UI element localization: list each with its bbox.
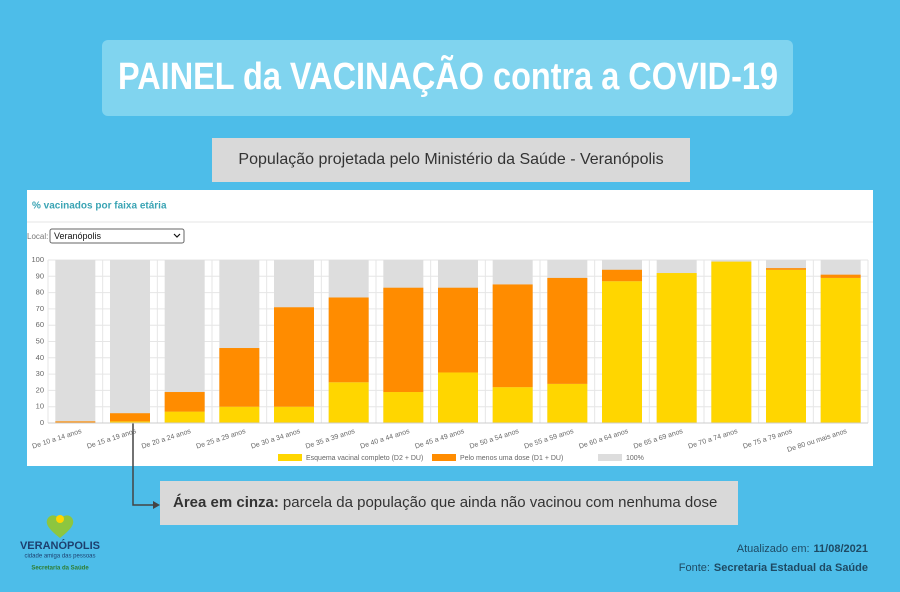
y-tick-label: 10 <box>36 402 44 411</box>
legend-label: Esquema vacinal completo (D2 + DU) <box>306 455 423 462</box>
legend-label: Pelo menos uma dose (D1 + DU) <box>460 455 563 462</box>
logo-tagline: cidade amiga das pessoas <box>24 554 95 560</box>
annotation-text: parcela da população que ainda não vacin… <box>283 494 718 511</box>
subtitle-box <box>212 138 690 182</box>
annotation-label: Área em cinza: <box>173 494 279 511</box>
bar <box>547 277 588 384</box>
bar <box>164 392 205 412</box>
bar <box>328 382 369 423</box>
filter-select[interactable]: Veranópolis <box>49 228 185 244</box>
select-value: Veranópolis <box>54 231 102 241</box>
y-tick-label: 60 <box>36 320 44 329</box>
bar-background <box>110 260 150 423</box>
bar <box>492 284 533 388</box>
bar <box>766 268 806 270</box>
y-tick-label: 100 <box>31 255 44 264</box>
bar <box>383 392 424 423</box>
bar <box>110 413 150 422</box>
select-box[interactable] <box>49 228 185 244</box>
logo-heart <box>46 515 74 538</box>
y-tick-label: 40 <box>36 353 44 362</box>
y-tick-label: 30 <box>36 369 44 378</box>
bar <box>820 274 861 278</box>
legend-label: 100% <box>626 455 644 462</box>
bar <box>656 273 697 423</box>
y-tick-label: 0 <box>40 418 44 427</box>
bar <box>219 348 260 407</box>
legend-swatch <box>598 454 622 461</box>
panel-title: % vacinados por faixa etária <box>32 201 167 212</box>
bar <box>274 406 314 423</box>
logo: VERANÓPOLIS cidade amiga das pessoas Sec… <box>20 515 100 572</box>
legend-swatch <box>278 454 302 461</box>
bar <box>820 277 861 423</box>
title-box <box>102 40 793 116</box>
select-chevron <box>173 233 181 238</box>
bar <box>110 421 150 423</box>
source-name: Secretaria Estadual da Saúde <box>714 562 868 574</box>
bar <box>602 281 642 423</box>
logo-sun <box>56 515 64 523</box>
logo-name: VERANÓPOLIS <box>20 539 100 552</box>
bar <box>602 269 642 282</box>
source-label: Fonte: <box>679 562 710 574</box>
bar <box>55 421 96 423</box>
bar <box>547 383 588 423</box>
legend-swatch <box>432 454 456 461</box>
bar <box>438 287 478 373</box>
updated: Atualizado em: 11/08/2021 <box>737 543 868 555</box>
y-tick-label: 50 <box>36 336 44 345</box>
arrow-head <box>153 501 160 509</box>
bar <box>711 261 752 423</box>
title: PAINEL da VACINAÇÃO contra a COVID-19 <box>118 54 778 98</box>
subtitle: População projetada pelo Ministério da S… <box>238 151 663 168</box>
y-tick-label: 20 <box>36 385 44 394</box>
updated-label: Atualizado em: <box>737 543 810 555</box>
source: Fonte: Secretaria Estadual da Saúde <box>679 562 868 574</box>
annotation-box <box>160 481 738 525</box>
bar <box>766 269 806 423</box>
bar <box>164 411 205 423</box>
bar <box>383 287 424 393</box>
y-tick-label: 70 <box>36 304 44 313</box>
logo-department: Secretaria da Saúde <box>31 566 89 572</box>
y-tick-label: 90 <box>36 271 44 280</box>
bar <box>219 406 260 423</box>
bar <box>492 387 533 423</box>
bar-background <box>55 260 96 423</box>
y-tick-label: 80 <box>36 288 44 297</box>
annotation: Área em cinza: parcela da população que a… <box>173 494 717 511</box>
bar <box>274 307 314 407</box>
filter-label: Local: <box>27 232 48 241</box>
updated-date: 11/08/2021 <box>814 543 868 555</box>
bar <box>328 297 369 383</box>
bar <box>438 372 478 423</box>
